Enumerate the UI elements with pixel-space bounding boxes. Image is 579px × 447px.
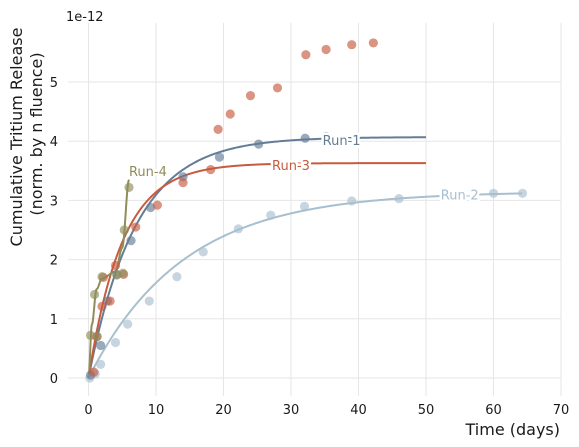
data-point-run-4 — [92, 331, 102, 342]
x-tick-label: 10 — [148, 403, 165, 418]
x-tick-label: 40 — [350, 403, 367, 418]
y-tick-label: 1 — [50, 313, 58, 328]
data-point-run-3 — [131, 222, 141, 232]
fit-curve-run-2 — [87, 192, 523, 379]
y-tick-label: 0 — [50, 372, 58, 387]
series-label-halo: Run-3 — [272, 159, 310, 174]
x-axis-label: Time (days) — [465, 420, 561, 439]
data-point-run-3 — [89, 367, 99, 377]
x-tick-label: 30 — [283, 403, 300, 418]
data-point-run-3 — [152, 200, 162, 210]
data-point-run-3 — [178, 178, 188, 188]
y-tick-label: 5 — [50, 76, 58, 91]
y-tick-label: 3 — [50, 194, 58, 209]
x-tick-label: 70 — [553, 403, 570, 418]
y-axis-label-line1: Cumulative Tritium Release — [7, 28, 26, 247]
data-point-run-1 — [96, 340, 106, 351]
x-tick-label: 60 — [485, 403, 502, 418]
data-point-run-3 — [272, 83, 283, 93]
data-point-run-3 — [213, 124, 223, 134]
data-point-run-1 — [126, 236, 136, 246]
data-point-run-2 — [517, 188, 528, 198]
y-tick-label: 4 — [50, 135, 58, 150]
data-point-run-3 — [97, 301, 107, 311]
data-point-run-3 — [110, 260, 121, 271]
data-point-run-2 — [198, 247, 208, 257]
data-point-run-3 — [105, 296, 115, 306]
series-label-halo: Run-1 — [323, 134, 361, 149]
data-point-run-2 — [233, 224, 243, 234]
series-label-run-1: Run-1 — [323, 134, 361, 149]
grid — [68, 22, 562, 396]
data-point-run-2 — [172, 272, 182, 282]
data-point-run-4 — [97, 272, 107, 282]
data-points — [85, 38, 528, 383]
data-point-run-3 — [321, 44, 331, 55]
series-label-halo: Run-4 — [129, 165, 167, 180]
x-tick-label: 0 — [84, 403, 92, 418]
data-point-run-4 — [119, 225, 129, 235]
x-tick-label: 20 — [215, 403, 232, 418]
data-point-run-2 — [110, 337, 121, 348]
y-offset-text: 1e-12 — [66, 10, 104, 25]
data-point-run-1 — [214, 152, 225, 162]
data-point-run-3 — [301, 50, 311, 60]
data-point-run-3 — [347, 40, 357, 50]
data-point-run-2 — [144, 296, 154, 306]
series-label-run-4: Run-4 — [129, 165, 167, 180]
y-axis-label-line2: (norm. by n fluence) — [27, 52, 46, 215]
x-tick-label: 50 — [418, 403, 435, 418]
data-point-run-2 — [123, 319, 133, 329]
data-point-run-2 — [299, 201, 310, 211]
data-point-run-2 — [394, 194, 404, 204]
tick-labels: 0 10 20 30 40 50 60 70 0 1 2 3 4 5 — [50, 76, 570, 418]
data-point-run-3 — [368, 38, 378, 48]
data-point-run-1 — [254, 139, 264, 149]
data-point-run-3 — [206, 165, 216, 175]
data-point-run-4 — [118, 268, 128, 278]
data-point-run-4 — [124, 182, 134, 192]
data-point-run-3 — [245, 91, 256, 101]
data-point-run-2 — [266, 210, 276, 220]
data-point-run-2 — [488, 188, 499, 198]
series-label-halo: Run-2 — [441, 188, 479, 203]
data-point-run-3 — [225, 109, 235, 119]
y-tick-label: 2 — [50, 254, 58, 269]
data-point-run-2 — [96, 359, 106, 369]
data-point-run-1 — [321, 131, 331, 142]
data-point-run-2 — [347, 196, 357, 206]
series-label-run-3: Run-3 — [272, 159, 310, 174]
series-label-run-2: Run-2 — [441, 188, 479, 203]
data-point-run-4 — [89, 289, 100, 300]
fit-curve-run-3 — [87, 162, 426, 379]
data-point-run-1 — [300, 133, 310, 143]
